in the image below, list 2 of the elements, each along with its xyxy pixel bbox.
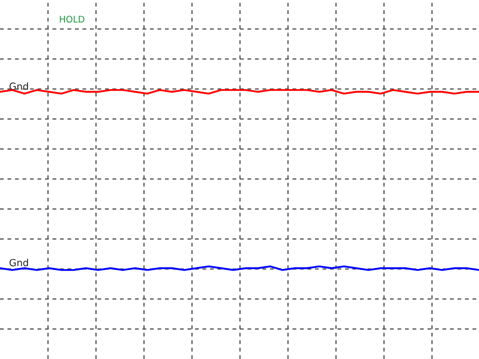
text: HOLD — [60, 16, 84, 23]
annotation: Gnd — [10, 258, 28, 266]
